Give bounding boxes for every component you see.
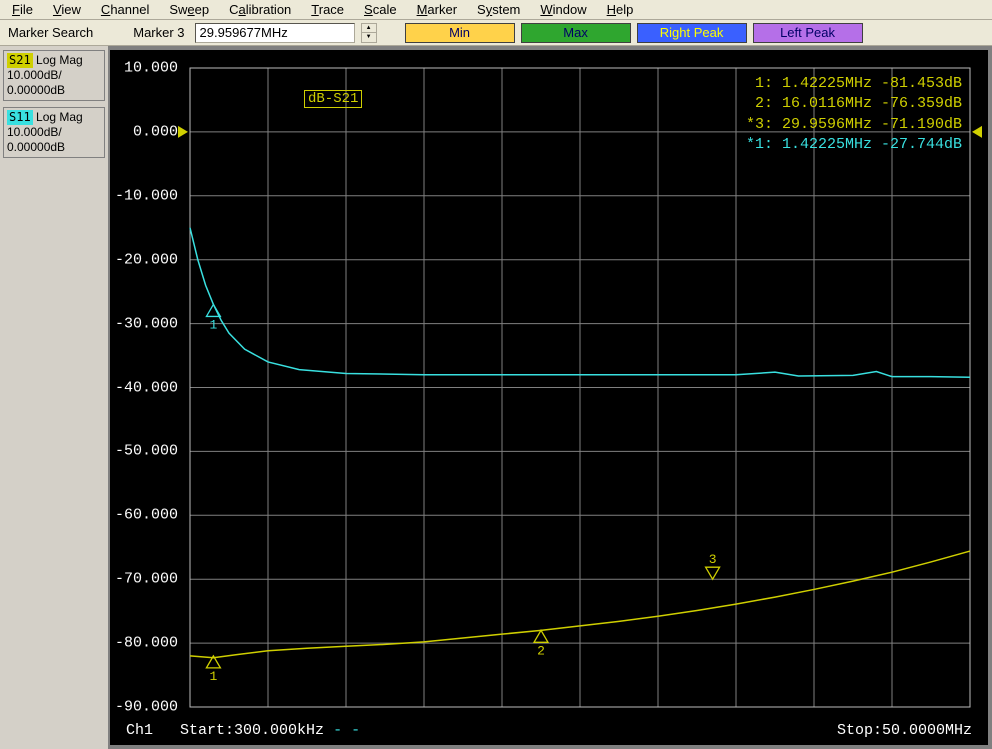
start-freq-label: Start:300.000kHz xyxy=(180,722,324,739)
marker-readout: 1: 1.42225MHz -81.453dB xyxy=(746,74,962,94)
svg-text:1: 1 xyxy=(209,317,217,332)
toolbar: Marker Search Marker 3 29.959677MHz ▲ ▼ … xyxy=(0,20,992,46)
spinner-down-icon[interactable]: ▼ xyxy=(362,33,376,42)
trace-format: Log Mag xyxy=(36,110,83,124)
y-tick: -90.000 xyxy=(115,699,178,716)
spinner-up-icon[interactable]: ▲ xyxy=(362,24,376,34)
trace-box-s21[interactable]: S21 Log Mag10.000dB/0.00000dB xyxy=(3,50,105,101)
y-tick: -30.000 xyxy=(115,315,178,332)
menu-scale[interactable]: Scale xyxy=(356,1,405,18)
menu-marker[interactable]: Marker xyxy=(409,1,465,18)
menu-channel[interactable]: Channel xyxy=(93,1,157,18)
menu-sweep[interactable]: Sweep xyxy=(161,1,217,18)
menubar: FileViewChannelSweepCalibrationTraceScal… xyxy=(0,0,992,20)
active-marker-label: Marker 3 xyxy=(129,25,188,40)
dashes: - - xyxy=(333,722,360,739)
main: S21 Log Mag10.000dB/0.00000dBS11 Log Mag… xyxy=(0,46,992,749)
menu-window[interactable]: Window xyxy=(532,1,594,18)
max-button[interactable]: Max xyxy=(521,23,631,43)
svg-text:1: 1 xyxy=(209,669,217,684)
trace-tag: S11 xyxy=(7,110,33,125)
active-trace-badge: dB-S21 xyxy=(304,90,362,108)
marker-readout: *1: 1.42225MHz -27.744dB xyxy=(746,135,962,155)
y-tick: 10.000 xyxy=(124,60,178,77)
trace-scale: 10.000dB/ xyxy=(7,125,62,139)
trace-format: Log Mag xyxy=(36,53,83,67)
trace-scale: 10.000dB/ xyxy=(7,68,62,82)
menu-calibration[interactable]: Calibration xyxy=(221,1,299,18)
trace-tag: S21 xyxy=(7,53,33,68)
marker-readout: *3: 29.9596MHz -71.190dB xyxy=(746,115,962,135)
sidebar: S21 Log Mag10.000dB/0.00000dBS11 Log Mag… xyxy=(0,46,110,749)
marker-freq-input[interactable]: 29.959677MHz xyxy=(195,23,355,43)
plot-area: 1 2 3 1 dB-S21 1: 1.42225MHz -81.453dB 2: 1… xyxy=(110,46,992,749)
freq-spinner[interactable]: ▲ ▼ xyxy=(361,23,377,43)
menu-view[interactable]: View xyxy=(45,1,89,18)
menu-system[interactable]: System xyxy=(469,1,528,18)
y-tick: -50.000 xyxy=(115,443,178,460)
menu-trace[interactable]: Trace xyxy=(303,1,352,18)
trace-ref: 0.00000dB xyxy=(7,140,65,154)
trace-ref: 0.00000dB xyxy=(7,83,65,97)
chart-footer: Ch1 Start:300.000kHz - - Stop:50.0000MHz xyxy=(126,722,972,739)
trace-box-s11[interactable]: S11 Log Mag10.000dB/0.00000dB xyxy=(3,107,105,158)
stop-freq-label: Stop:50.0000MHz xyxy=(837,722,972,739)
y-tick: -40.000 xyxy=(115,379,178,396)
marker-freq-value: 29.959677MHz xyxy=(200,25,288,40)
channel-label: Ch1 xyxy=(126,722,153,739)
svg-text:2: 2 xyxy=(537,643,545,658)
marker-search-label: Marker Search xyxy=(4,25,97,40)
y-tick: -70.000 xyxy=(115,571,178,588)
marker-readout: 2: 16.0116MHz -76.359dB xyxy=(746,94,962,114)
y-tick: -20.000 xyxy=(115,251,178,268)
menu-file[interactable]: File xyxy=(4,1,41,18)
svg-text:3: 3 xyxy=(709,552,717,567)
right-peak-button[interactable]: Right Peak xyxy=(637,23,747,43)
y-tick: -60.000 xyxy=(115,507,178,524)
marker-readout-panel: 1: 1.42225MHz -81.453dB 2: 16.0116MHz -7… xyxy=(746,74,962,155)
y-tick: -80.000 xyxy=(115,635,178,652)
y-tick: 0.000 xyxy=(133,123,178,140)
left-peak-button[interactable]: Left Peak xyxy=(753,23,863,43)
y-tick: -10.000 xyxy=(115,187,178,204)
min-button[interactable]: Min xyxy=(405,23,515,43)
menu-help[interactable]: Help xyxy=(599,1,642,18)
